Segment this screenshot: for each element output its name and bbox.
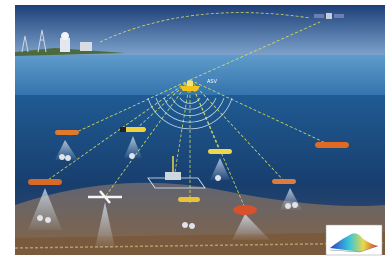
seabed-nodes-part [285,203,291,209]
satellite-part [326,13,332,19]
seabed-nodes-part [129,153,135,159]
shore-station-part [80,42,92,51]
underwater-vehicles-part [315,142,349,148]
shore-station-part [60,38,70,52]
satellite-part [314,14,324,18]
shore-station-part [61,32,69,40]
seabed-nodes-part [37,215,43,221]
background-part [15,55,385,100]
data-inset [326,225,382,255]
satellite-part [334,14,344,18]
underwater-vehicles-part [55,130,79,135]
underwater-vehicles-part [272,179,296,184]
underwater-vehicles-part [120,127,126,132]
seabed-nodes-part [215,175,221,181]
seabed-nodes-part [189,223,195,229]
underwater-vehicles-part [208,149,232,154]
surface-vessel-part [180,86,200,91]
surface-vessel-part [187,81,193,86]
underwater-vehicles-part [233,205,257,215]
illustration: ASV [0,0,392,260]
seabed-nodes-part [45,217,51,223]
seabed-nodes-part [65,155,71,161]
underwater-vehicles-part [178,197,200,202]
seabed-nodes-part [292,202,298,208]
vessel-label: ASV [207,79,218,85]
base-station-part [165,172,181,180]
underwater-vehicles-part [28,179,62,185]
page: ASV (() => { co [0,0,392,260]
seabed-nodes-part [59,154,65,160]
seabed-nodes-part [182,222,188,228]
